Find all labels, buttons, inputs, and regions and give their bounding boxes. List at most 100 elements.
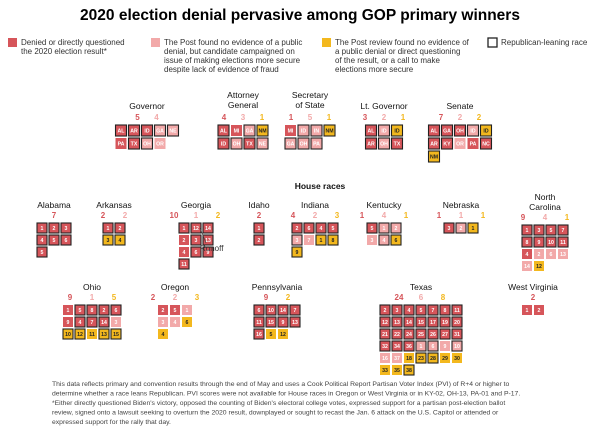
house-cell — [62, 328, 74, 340]
house-cell — [36, 246, 48, 258]
house-cell — [392, 365, 402, 375]
chart-title: 2020 election denial pervasive among GOP… — [80, 7, 520, 24]
house-cell — [179, 247, 189, 257]
house-cell-label: 14 — [280, 308, 286, 314]
house-cell-label: 14 — [205, 226, 211, 232]
house-cell-label: 6 — [432, 344, 435, 350]
house-cell — [110, 328, 122, 340]
house-cell-label: 8 — [332, 238, 335, 244]
house-cell — [415, 352, 427, 364]
house-cell — [289, 316, 301, 328]
house-cell-label: 13 — [101, 332, 107, 338]
house-cell-label: 7 — [294, 308, 297, 314]
house-cell-label: 1 — [107, 226, 110, 232]
house-count: 24 — [395, 293, 404, 302]
house-cell-label: 11 — [560, 240, 566, 246]
house-cell-label: 27 — [442, 332, 448, 338]
house-cell-label: 3 — [538, 228, 541, 234]
house-cell-label: 1 — [258, 226, 261, 232]
office-label: Governor — [129, 101, 165, 111]
office-cell — [364, 137, 378, 150]
house-cell — [178, 258, 190, 270]
house-cell-label: 4 — [408, 308, 411, 314]
office-cell — [243, 124, 256, 137]
house-cell-label: 4 — [79, 320, 82, 326]
office-cell-label: AL — [431, 128, 439, 134]
house-cell — [102, 234, 114, 246]
office-label: Secretary of State — [292, 90, 329, 110]
state-label: Ohio — [83, 282, 101, 292]
house-cell — [114, 222, 126, 234]
state-label: Kentucky — [367, 200, 403, 210]
state-label: Alabama — [37, 200, 71, 210]
state-label: Texas — [410, 282, 432, 292]
house-count: 2 — [286, 293, 291, 302]
office-cell — [115, 138, 127, 149]
office-cell — [364, 124, 378, 137]
house-cell-label: 13 — [205, 238, 211, 244]
house-count: 2 — [216, 211, 221, 220]
house-cell-label: 15 — [268, 320, 274, 326]
house-cell-label: 7 — [562, 228, 565, 234]
state-label: Georgia — [181, 200, 212, 210]
house-count: 5 — [112, 293, 117, 302]
house-cell-label: 38 — [406, 368, 412, 374]
house-count: 10 — [170, 211, 179, 220]
footnote-line: This data reflects primary and conventio… — [52, 381, 510, 388]
house-count: 1 — [459, 211, 464, 220]
state-label: Arkansas — [96, 200, 131, 210]
house-cell — [327, 234, 339, 246]
house-cell — [48, 222, 60, 234]
house-cell — [202, 246, 214, 258]
house-count: 9 — [264, 293, 269, 302]
house-cell-label: 32 — [382, 344, 388, 350]
house-cell-label: 11 — [454, 308, 460, 314]
house-cell-label: 1 — [526, 308, 529, 314]
house-cell-label: 12 — [280, 332, 286, 338]
house-cell-label: 19 — [442, 320, 448, 326]
office-cell — [140, 137, 154, 150]
office-cell — [479, 137, 493, 150]
house-cell — [451, 304, 463, 316]
house-cell — [439, 316, 451, 328]
house-cell — [379, 340, 391, 352]
house-cell — [403, 328, 415, 340]
house-cell-label: 4 — [41, 238, 44, 244]
office-cell-label: OR — [156, 141, 164, 147]
office-cell — [454, 138, 466, 149]
house-cell — [439, 304, 451, 316]
legend-swatch-rep-lean — [487, 37, 498, 48]
statewide-races: Governor 5 4 AL AR ID GA NE PA TX OH OR Attorney Gene… — [114, 90, 493, 163]
office-cell-label: PA — [313, 141, 320, 147]
house-cell — [534, 261, 544, 271]
house-cell — [391, 316, 403, 328]
house-cell-label: 5 — [420, 308, 423, 314]
office-cell-label: MI — [288, 128, 294, 134]
house-cell — [202, 234, 214, 246]
house-cell — [158, 305, 168, 315]
house-cell — [266, 329, 276, 339]
legend-label-denied: Denied or directly questioned the 2020 el… — [21, 38, 125, 56]
house-cell — [546, 249, 556, 259]
house-count: 1 — [565, 213, 570, 222]
house-cell-label: 12 — [193, 226, 199, 232]
house-cell — [534, 305, 544, 315]
house-cell — [427, 340, 439, 352]
office-cell — [377, 124, 391, 137]
house-cell-label: 25 — [418, 332, 424, 338]
office-cell — [390, 137, 404, 150]
state-label: Nebraska — [443, 200, 480, 210]
house-cell-label: 3 — [371, 238, 374, 244]
house-cell — [253, 304, 265, 316]
office-cell — [310, 137, 323, 150]
house-cell-label: 13 — [560, 252, 566, 258]
house-cell-label: 7 — [308, 238, 311, 244]
house-cell-label: 6 — [186, 320, 189, 326]
office-label: Senate — [447, 101, 474, 111]
house-cell — [378, 234, 390, 246]
house-cell — [277, 304, 289, 316]
house-cell — [427, 304, 439, 316]
office-count: 2 — [458, 113, 463, 122]
house-count: 6 — [419, 293, 424, 302]
office-cell — [466, 124, 480, 137]
